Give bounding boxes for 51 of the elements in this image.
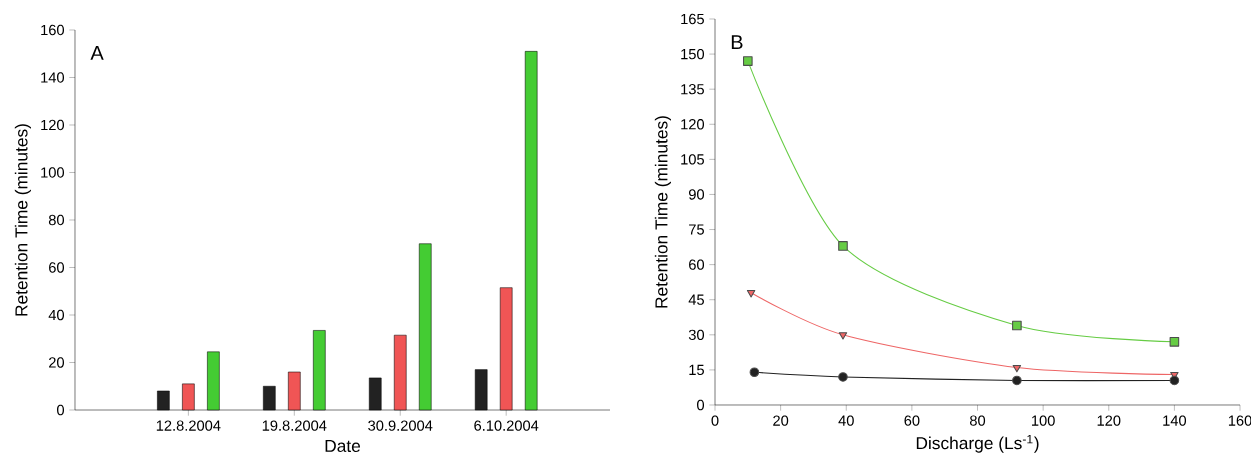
point [838,241,848,251]
point [1169,337,1180,347]
x-tick-label: 140 [1163,415,1187,426]
y-tick-label: 40 [48,309,65,321]
y-tick-label: 105 [681,154,704,165]
y-tick-label: 20 [49,357,65,368]
y-tick-label: 30 [688,329,705,341]
y-tick-label: 120 [41,119,65,131]
point [1012,320,1022,331]
point [1169,375,1180,386]
y-tick-label: 60 [689,259,705,270]
y-tick-label: 160 [41,24,65,36]
y-tick-label: 0 [57,404,65,416]
y-tick-label: 140 [41,72,65,83]
x-tick-label: 60 [904,415,920,426]
y-tick-label: 150 [681,48,705,60]
point [746,290,756,298]
y-axis-title: Retention Time (minutes) [654,116,671,308]
y-tick-label: 165 [681,13,704,25]
x-axis-title: Discharge (Ls$^{-1}$) [916,434,1039,453]
y-tick-label: 15 [689,364,704,376]
point [1012,375,1022,386]
point [749,367,760,378]
y-tick-label: 120 [681,119,705,130]
x-tick-label: 6.10.2004 [474,420,539,431]
x-tick-label: 20 [773,415,789,426]
y-tick-label: 45 [688,294,704,305]
y-tick-label: 60 [49,262,65,273]
y-axis-title: Retention Time (minutes) [14,124,31,316]
y-tick-label: 90 [688,189,705,200]
x-tick-label: 120 [1097,415,1121,426]
y-tick-label: 135 [681,84,704,95]
x-tick-label: 30.9.2004 [368,420,433,431]
x-tick-label: 12.8.2004 [156,420,221,431]
y-tick-label: 100 [41,167,65,178]
x-tick-label: 100 [1032,415,1055,426]
x-tick-label: 40 [838,415,854,426]
x-axis-title: Date [325,439,361,453]
point [838,332,848,340]
x-tick-label: 160 [1228,415,1251,426]
annotation: A [90,46,104,60]
point [1012,364,1022,373]
point [743,56,753,66]
x-tick-label: 0 [711,415,719,426]
x-tick-label: 80 [969,415,986,426]
y-tick-label: 80 [48,214,65,226]
y-tick-label: 75 [689,224,704,235]
x-tick-label: 19.8.2004 [262,420,327,431]
annotation: B [731,35,743,50]
y-tick-label: 0 [697,399,705,411]
point [838,372,848,382]
